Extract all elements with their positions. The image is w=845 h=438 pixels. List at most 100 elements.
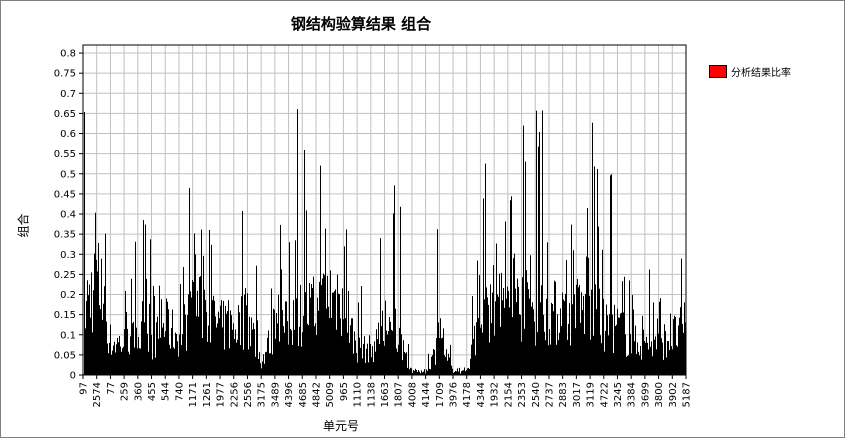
bar	[357, 362, 358, 375]
bar	[482, 332, 483, 375]
y-tick-label: 0.25	[54, 270, 76, 281]
bar	[612, 314, 613, 375]
bar	[487, 297, 488, 375]
bar	[446, 349, 447, 375]
bar	[377, 339, 378, 375]
bar	[560, 308, 561, 375]
bar	[661, 338, 662, 375]
x-tick-label: 4344	[476, 382, 487, 407]
y-tick-label: 0.75	[54, 69, 76, 80]
bar	[681, 258, 682, 375]
bar	[676, 345, 677, 375]
x-tick-label: 2737	[544, 382, 555, 407]
bar	[636, 354, 637, 375]
bar	[413, 369, 414, 375]
bar	[84, 112, 85, 375]
x-tick-label: 4144	[421, 382, 432, 407]
bar	[370, 344, 371, 375]
bar	[561, 325, 562, 375]
bar	[225, 305, 226, 375]
bar	[389, 317, 390, 375]
bar	[436, 338, 437, 375]
bar	[581, 292, 582, 375]
bar	[121, 351, 122, 375]
bar	[429, 368, 430, 375]
bar	[116, 344, 117, 375]
bar	[169, 344, 170, 375]
bar	[219, 318, 220, 375]
bar	[306, 210, 307, 375]
bar	[326, 308, 327, 375]
x-tick-label: 1261	[202, 382, 213, 407]
bar	[412, 373, 413, 375]
bar	[664, 324, 665, 375]
bar	[655, 336, 656, 375]
bar	[393, 213, 394, 375]
bar	[91, 272, 92, 375]
bar	[486, 287, 487, 375]
bar	[406, 352, 407, 375]
bar	[489, 342, 490, 375]
bar	[619, 317, 620, 375]
x-tick-label: 1807	[394, 382, 405, 407]
bar	[303, 315, 304, 375]
bar	[529, 298, 530, 375]
bar	[638, 351, 639, 375]
bar	[540, 302, 541, 375]
bar	[425, 373, 426, 375]
bar	[604, 351, 605, 375]
bar	[177, 341, 178, 375]
bar	[554, 280, 555, 375]
bar	[88, 295, 89, 375]
x-tick-label: 2256	[229, 382, 240, 407]
bar	[405, 353, 406, 375]
bar	[493, 265, 494, 375]
bar	[221, 300, 222, 375]
bar	[119, 335, 120, 375]
bar	[97, 271, 98, 375]
bar	[392, 330, 393, 375]
bar	[535, 345, 536, 375]
bar	[522, 277, 523, 375]
y-tick-label: 0.45	[54, 189, 76, 200]
bar	[209, 229, 210, 375]
bar	[449, 357, 450, 375]
bar	[508, 291, 509, 375]
bar	[490, 284, 491, 375]
bar	[332, 292, 333, 375]
bar	[600, 335, 601, 375]
x-tick-label: 1932	[490, 382, 501, 407]
bar	[421, 370, 422, 375]
bar	[669, 349, 670, 375]
x-axis-label: 单元号	[322, 419, 359, 433]
bar	[599, 288, 600, 375]
bar	[220, 305, 221, 375]
bar	[613, 353, 614, 375]
bar	[503, 287, 504, 375]
bar	[657, 318, 658, 375]
bar	[471, 344, 472, 375]
bar	[298, 346, 299, 375]
bar	[340, 318, 341, 375]
bar	[252, 329, 253, 375]
bar	[551, 302, 552, 375]
bar	[304, 149, 305, 375]
bar	[145, 224, 146, 375]
bar	[380, 238, 381, 375]
bar	[309, 282, 310, 375]
bar	[426, 369, 427, 375]
bar	[534, 321, 535, 375]
y-tick-label: 0.55	[54, 149, 76, 160]
bar	[151, 334, 152, 375]
bar	[455, 370, 456, 375]
bar	[553, 311, 554, 375]
bar	[155, 357, 156, 375]
bar	[461, 371, 462, 375]
x-tick-label: 965	[339, 382, 350, 401]
bar	[223, 300, 224, 375]
bar	[397, 351, 398, 375]
bar	[188, 294, 189, 375]
bar	[521, 341, 522, 375]
bar	[307, 323, 308, 375]
bar	[344, 246, 345, 375]
